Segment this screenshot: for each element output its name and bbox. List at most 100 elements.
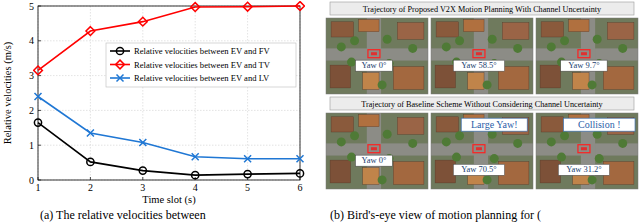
tree	[588, 175, 597, 184]
frame-image	[431, 113, 533, 189]
tree	[588, 80, 597, 89]
tree	[408, 44, 417, 53]
tree	[383, 35, 392, 44]
tree	[455, 131, 464, 140]
series-line	[38, 96, 300, 158]
tick-mark	[90, 177, 91, 180]
tree	[337, 137, 346, 146]
tree	[488, 35, 497, 44]
tick-label: 1	[29, 140, 34, 151]
plot-background	[38, 6, 300, 180]
label-box	[453, 60, 504, 71]
roof	[359, 20, 379, 32]
marker	[139, 139, 146, 146]
grid-line	[247, 6, 248, 180]
roof	[540, 160, 560, 183]
tree	[383, 130, 392, 139]
tree	[408, 139, 417, 148]
marker	[297, 155, 304, 162]
caption: (b) Bird's-eye view of motion planning f…	[330, 208, 541, 222]
vehicle	[581, 52, 587, 55]
frame-image	[326, 113, 428, 189]
tick-label: 2	[88, 182, 93, 193]
vehicle-box	[368, 145, 380, 153]
marker	[243, 2, 252, 11]
yaw-label: Yaw 0°	[361, 155, 386, 165]
roof	[607, 23, 634, 40]
marker	[86, 27, 95, 36]
marker	[34, 119, 41, 126]
frame: Yaw 70.5°Large Yaw!	[431, 113, 533, 189]
tree	[593, 35, 602, 44]
tick-label: 4	[193, 182, 198, 193]
roof	[363, 73, 379, 90]
tick-label: 4	[29, 35, 34, 46]
frame-border	[431, 18, 533, 94]
roof	[468, 73, 484, 90]
roof	[397, 118, 424, 135]
data-group	[34, 2, 305, 179]
roof	[393, 162, 424, 185]
title-bar	[330, 97, 634, 110]
vehicle	[476, 147, 482, 150]
marker	[35, 93, 42, 100]
legend-line	[110, 50, 130, 52]
marker	[138, 17, 147, 26]
roof	[436, 117, 458, 132]
roof	[541, 22, 563, 37]
tick-label: 5	[245, 182, 250, 193]
label-box	[561, 60, 607, 71]
roof	[569, 20, 589, 32]
frame-image	[431, 18, 533, 94]
vehicle-box	[578, 145, 590, 153]
tick-label: 3	[140, 182, 145, 193]
roof	[502, 23, 529, 40]
roof	[435, 160, 455, 183]
roof	[573, 73, 589, 90]
row-title: Trajectory of Baseline Scheme Without Co…	[330, 97, 634, 110]
series-line	[38, 6, 300, 70]
tree	[483, 175, 492, 184]
tree	[513, 139, 522, 148]
frame-image	[536, 18, 638, 94]
roof	[330, 160, 350, 183]
tick-label: 3	[29, 70, 34, 81]
yaw-label: Yaw 31.2°	[566, 164, 602, 174]
marker	[87, 130, 94, 137]
yaw-label: Yaw 58.5°	[461, 60, 497, 70]
tree	[560, 131, 569, 140]
marker	[191, 3, 200, 12]
frame-border	[326, 18, 428, 94]
roof	[330, 65, 350, 88]
grid-line	[142, 6, 143, 180]
marker	[116, 47, 123, 54]
marker	[192, 172, 199, 179]
label-box	[453, 164, 504, 175]
marker	[116, 60, 125, 69]
tree	[455, 36, 464, 45]
tree	[452, 153, 461, 162]
figure: 012345123456Time slot (s)Relative veloci…	[0, 0, 640, 223]
row-title-text: Trajectory of Proposed V2X Motion Planni…	[363, 5, 602, 14]
ground	[536, 18, 638, 94]
tree	[347, 58, 356, 67]
roof	[464, 20, 484, 32]
label-box	[356, 155, 393, 166]
ground	[431, 18, 533, 94]
tree	[618, 44, 627, 53]
tree	[490, 154, 499, 163]
label-box	[356, 60, 393, 71]
tree	[513, 44, 522, 53]
frame-image	[536, 113, 638, 189]
frame-image	[326, 18, 428, 94]
tick-mark	[38, 40, 41, 41]
frame: Yaw 9.7°	[536, 18, 638, 94]
legend-label: Relative velocities between EV and LV	[134, 73, 270, 83]
vehicle-box	[473, 145, 485, 153]
marker	[244, 170, 251, 177]
marker	[117, 75, 124, 82]
marker	[296, 170, 303, 177]
page: {"chart_data": {"type": "line", "x": [1,…	[0, 0, 640, 223]
frame-border	[536, 18, 638, 94]
tick-label: 0	[29, 175, 34, 186]
